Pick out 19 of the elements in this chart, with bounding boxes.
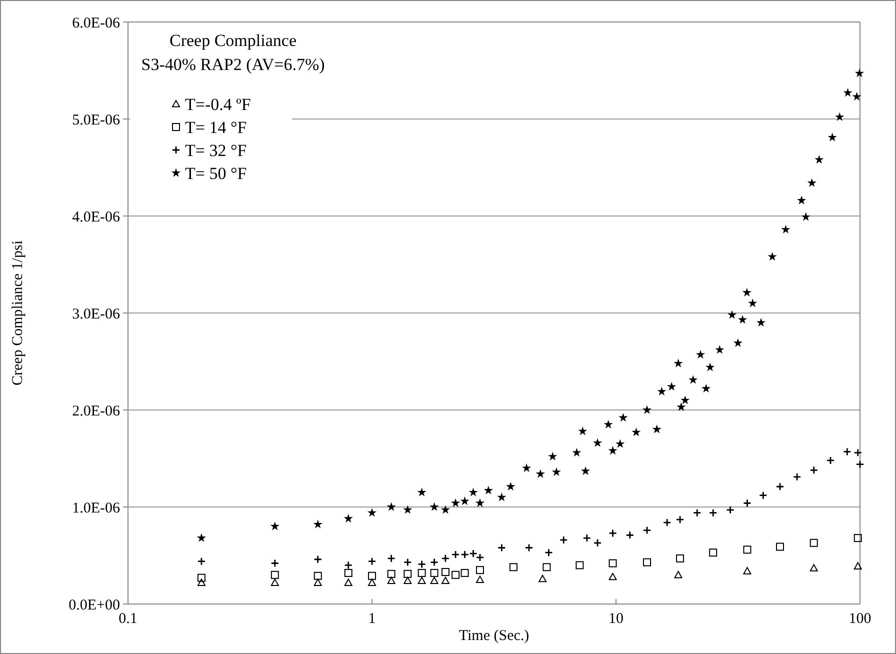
x-tick-label: 100 — [848, 611, 872, 627]
y-tick-label: 3.0E-06 — [72, 306, 120, 322]
x-tick-label: 10 — [608, 611, 624, 627]
y-tick-label: 1.0E-06 — [72, 500, 120, 516]
y-tick-label: 4.0E-06 — [72, 209, 120, 226]
y-tick-label: 0.0E+00 — [68, 597, 120, 614]
text: Creep Compliance — [170, 31, 296, 50]
x-tick-label: 0.1 — [118, 611, 138, 627]
x-tick-label: 1 — [368, 611, 376, 627]
y-tick-label: 5.0E-06 — [72, 112, 120, 128]
legend-label: T= 32 °F — [185, 140, 247, 160]
y-axis-title: Creep Compliance 1/psi — [10, 240, 26, 386]
text: S3-40% RAP2 (AV=6.7%) — [141, 55, 325, 74]
x-axis-title: Time (Sec.) — [458, 628, 530, 644]
legend-label: T= 50 °F — [185, 164, 247, 183]
y-tick-label: 2.0E-06 — [72, 403, 120, 420]
legend-label: T=-0.4 ºF — [185, 94, 251, 114]
legend-label: T= 14 °F — [185, 118, 247, 137]
y-tick-label: 6.0E-06 — [72, 15, 120, 32]
